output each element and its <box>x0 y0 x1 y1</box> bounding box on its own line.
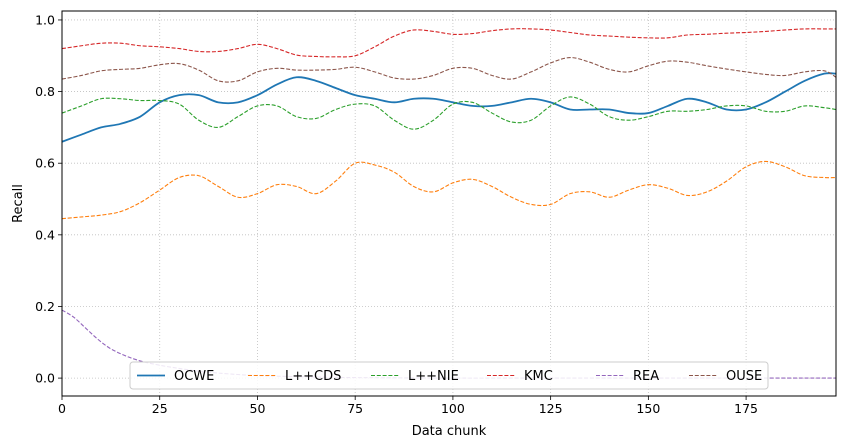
x-tick-label: 125 <box>539 401 563 416</box>
x-tick-label: 150 <box>636 401 660 416</box>
x-tick-label: 175 <box>734 401 758 416</box>
y-tick-label: 0.6 <box>35 156 55 171</box>
y-tick-label: 1.0 <box>35 12 55 27</box>
series-line-l-cds <box>61 160 837 220</box>
series-line-l-nie <box>61 96 837 130</box>
legend-box <box>129 361 769 390</box>
plot-frame <box>61 10 837 397</box>
y-tick-label: 0.2 <box>35 299 55 314</box>
x-tick-label: 75 <box>347 401 363 416</box>
legend-label-kmc: KMC <box>524 369 553 384</box>
legend-label-l-nie: L++NIE <box>408 369 459 384</box>
y-tick-label: 0.4 <box>35 227 55 242</box>
x-tick-label: 100 <box>441 401 465 416</box>
x-tick-label: 0 <box>58 401 66 416</box>
ticks-layer: 0 25 50 75 100 125 150 175 0.0 0.2 0.4 0.6 0.8 1.0 <box>35 12 758 416</box>
legend-label-ouse: OUSE <box>726 369 762 384</box>
legend-label-rea: REA <box>633 369 659 384</box>
series-line-rea <box>61 309 836 379</box>
series-line-kmc <box>61 28 836 58</box>
y-tick-label: 0.0 <box>35 371 55 386</box>
legend-label-l-cds: L++CDS <box>285 369 341 384</box>
series-layer <box>61 28 837 379</box>
y-tick-label: 0.8 <box>35 84 55 99</box>
series-line-ocwe <box>61 72 837 143</box>
x-axis-label: Data chunk <box>412 424 487 439</box>
legend-label-ocwe: OCWE <box>174 369 214 384</box>
x-tick-label: 25 <box>152 401 168 416</box>
series-line-ouse <box>61 57 837 83</box>
grid-layer <box>61 11 836 396</box>
legend: OCWE L++CDS L++NIE KMC REA OUSE <box>129 361 769 390</box>
x-tick-label: 50 <box>250 401 266 416</box>
y-axis-label: Recall <box>11 184 26 223</box>
